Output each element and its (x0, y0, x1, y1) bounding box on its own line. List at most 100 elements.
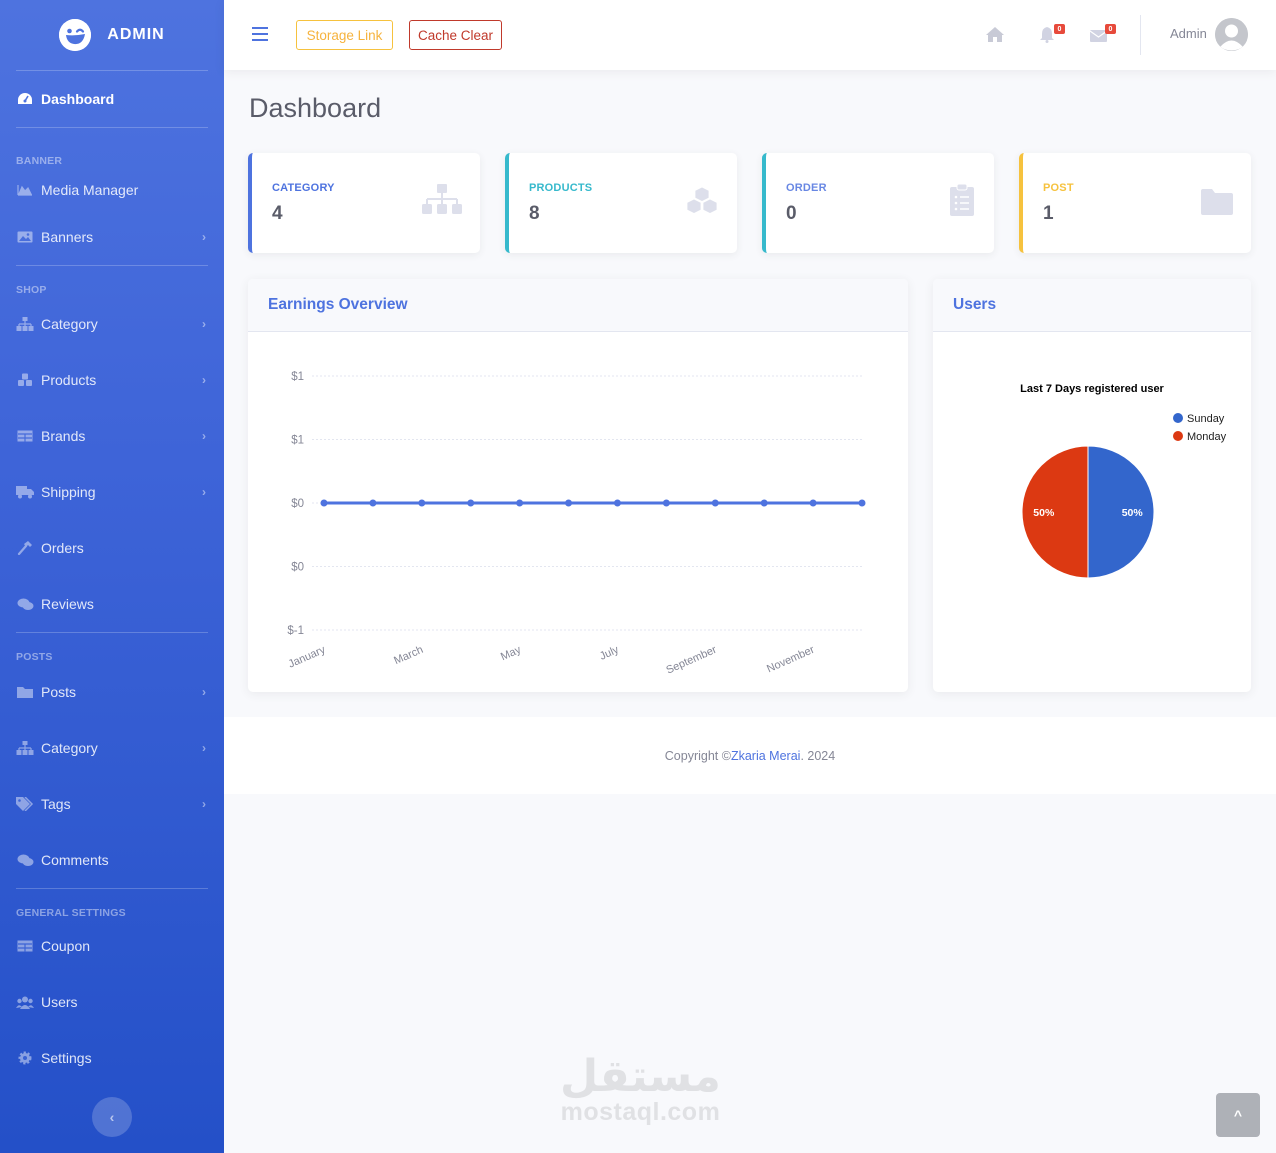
svg-text:Monday: Monday (1187, 431, 1227, 443)
chevron-left-icon: ‹ (109, 1109, 115, 1125)
earnings-overview-card: Earnings Overview $1 $1 $0 $0 $-1 January Marc… (248, 279, 908, 692)
watermark-latin: mostaql.com (560, 1098, 721, 1126)
stat-card-post[interactable]: POST 1 (1019, 153, 1251, 253)
stat-label: POST (1043, 182, 1074, 194)
watermark: مستقل mostaql.com (560, 1051, 721, 1126)
comments-icon (16, 597, 34, 611)
sidebar-item-posts[interactable]: Posts › (0, 664, 224, 720)
folder-icon (16, 685, 34, 699)
user-name[interactable]: Admin (1170, 26, 1207, 41)
stat-value: 8 (529, 203, 540, 224)
sidebar-heading-banner: BANNER (16, 155, 63, 167)
topbar: Storage Link Cache Clear 0 0 Admin (224, 0, 1276, 70)
stat-label: PRODUCTS (529, 182, 593, 194)
svg-text:$1: $1 (291, 435, 304, 447)
sidebar-item-reviews[interactable]: Reviews (0, 576, 224, 632)
svg-text:July: July (598, 644, 621, 663)
cubes-icon (685, 185, 719, 220)
sitemap-icon (422, 184, 462, 223)
sidebar-item-label: Orders (41, 540, 84, 556)
chevron-right-icon: › (202, 429, 206, 443)
stat-card-order[interactable]: ORDER 0 (762, 153, 994, 253)
svg-text:March: March (392, 644, 425, 667)
sidebar-item-coupon[interactable]: Coupon (0, 918, 224, 974)
svg-text:50%: 50% (1122, 507, 1144, 519)
author-link[interactable]: Zkaria Merai (730, 748, 801, 763)
folder-icon (1201, 189, 1233, 220)
watermark-arabic: مستقل (560, 1051, 721, 1102)
chevron-right-icon: › (202, 485, 206, 499)
sidebar-item-tags[interactable]: Tags › (0, 776, 224, 832)
sidebar-item-products[interactable]: Products › (0, 352, 224, 408)
chevron-up-icon: ^ (1233, 1107, 1243, 1123)
home-icon[interactable] (986, 27, 1004, 47)
table-icon (16, 429, 34, 443)
topbar-divider (1140, 15, 1141, 55)
cubes-icon (16, 373, 34, 387)
chevron-right-icon: › (202, 797, 206, 811)
svg-text:$0: $0 (291, 498, 304, 510)
svg-text:Last 7 Days registered user: Last 7 Days registered user (1020, 383, 1164, 395)
sidebar-item-label: Shipping (41, 484, 96, 500)
chart-area-icon (16, 183, 34, 197)
page-title: Dashboard (249, 93, 382, 123)
sidebar-heading-posts: POSTS (16, 651, 53, 663)
copyright-suffix: . 2024 (800, 748, 836, 763)
image-icon (16, 230, 34, 244)
sidebar-item-banners[interactable]: Banners › (0, 209, 224, 265)
sidebar-divider (16, 127, 208, 128)
svg-text:September: September (664, 644, 718, 677)
storage-link-button[interactable]: Storage Link (296, 20, 393, 50)
sidebar-item-label: Category (41, 316, 98, 332)
svg-text:Sunday: Sunday (1187, 413, 1225, 425)
brand-name: ADMIN (107, 26, 165, 43)
tags-icon (16, 797, 34, 811)
sidebar-toggle-button[interactable]: ‹ (92, 1097, 132, 1137)
stat-card-products[interactable]: PRODUCTS 8 (505, 153, 737, 253)
avatar[interactable] (1215, 18, 1248, 51)
sidebar-item-users[interactable]: Users (0, 974, 224, 1030)
sidebar-item-media-manager[interactable]: Media Manager (0, 171, 224, 209)
brand[interactable]: ADMIN (0, 0, 224, 70)
sidebar-item-label: Users (41, 994, 78, 1010)
chevron-right-icon: › (202, 685, 206, 699)
stat-label: CATEGORY (272, 182, 335, 194)
menu-toggle-icon[interactable] (252, 27, 268, 41)
sidebar-item-label: Comments (41, 852, 109, 868)
stat-value: 4 (272, 203, 283, 224)
sidebar-item-label: Media Manager (41, 182, 139, 198)
footer: Copyright © Zkaria Merai . 2024 (224, 717, 1276, 794)
notifications-badge: 0 (1054, 24, 1065, 34)
stat-value: 1 (1043, 203, 1054, 224)
cache-clear-button[interactable]: Cache Clear (409, 20, 502, 50)
stat-card-category[interactable]: CATEGORY 4 (248, 153, 480, 253)
sidebar-divider (16, 888, 208, 889)
truck-icon (16, 485, 34, 499)
stat-value: 0 (786, 203, 797, 224)
sidebar-item-category[interactable]: Category › (0, 296, 224, 352)
sidebar-item-orders[interactable]: Orders (0, 520, 224, 576)
messages-badge: 0 (1105, 24, 1116, 34)
sidebar-item-shipping[interactable]: Shipping › (0, 464, 224, 520)
sidebar-item-brands[interactable]: Brands › (0, 408, 224, 464)
sidebar-item-label: Tags (41, 796, 71, 812)
sidebar-item-label: Reviews (41, 596, 94, 612)
chevron-right-icon: › (202, 373, 206, 387)
users-pie-chart[interactable]: Last 7 Days registered user 50% 50% Sunday M… (933, 332, 1251, 692)
sidebar-item-post-category[interactable]: Category › (0, 720, 224, 776)
sidebar-item-settings[interactable]: Settings (0, 1030, 224, 1086)
sidebar-item-comments[interactable]: Comments (0, 832, 224, 888)
hammer-icon (16, 541, 34, 555)
laughing-wink-icon (59, 19, 92, 51)
sidebar-item-dashboard[interactable]: Dashboard (0, 71, 224, 127)
sidebar-item-label: Products (41, 372, 97, 388)
sitemap-icon (16, 317, 34, 331)
earnings-line-chart[interactable]: $1 $1 $0 $0 $-1 January March May July September N… (248, 332, 908, 692)
users-icon (16, 995, 34, 1009)
card-title: Users (933, 279, 1251, 332)
messages-envelope-icon[interactable] (1089, 29, 1108, 47)
sitemap-icon (16, 741, 34, 755)
svg-text:$0: $0 (291, 562, 304, 574)
notifications-bell-icon[interactable] (1040, 27, 1054, 48)
scroll-to-top-button[interactable]: ^ (1216, 1093, 1260, 1137)
